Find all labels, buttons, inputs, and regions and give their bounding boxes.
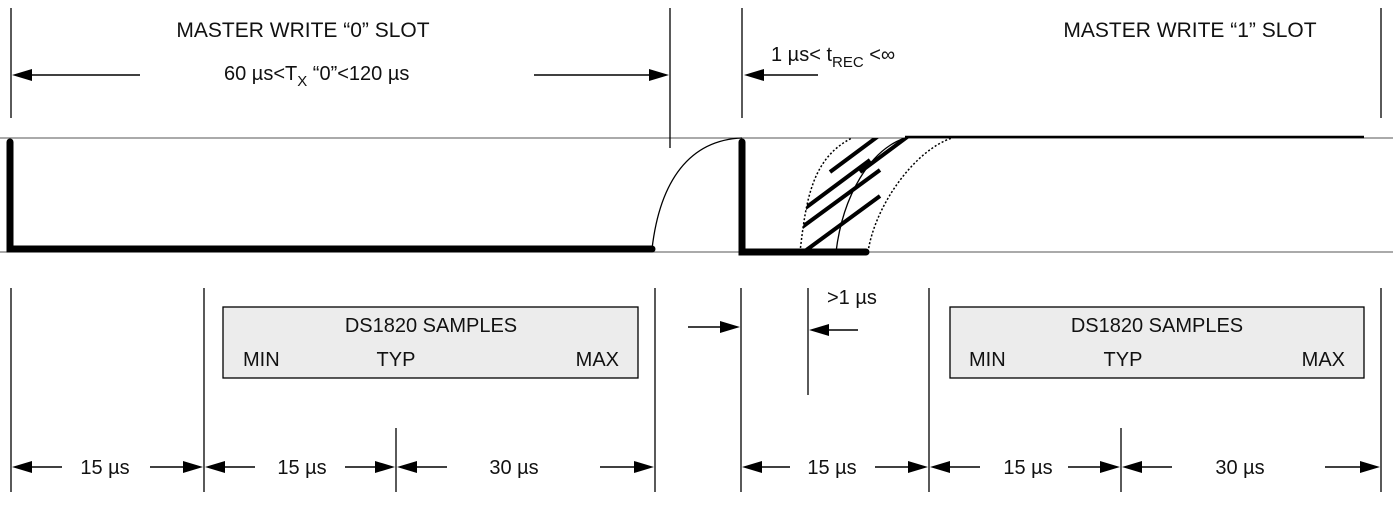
timing-left-2: 15 µs	[277, 457, 326, 479]
samples-min-left: MIN	[243, 349, 280, 371]
samples-max-left: MAX	[576, 349, 619, 371]
timing-row-right: 15 µs 15 µs 30 µs	[742, 457, 1380, 479]
trec-arrow	[744, 69, 818, 81]
samples-box-right: DS1820 SAMPLES MIN TYP MAX	[949, 306, 1365, 379]
timing-left-1: 15 µs	[80, 457, 129, 479]
gt1-arrow	[809, 324, 858, 336]
samples-title-right: DS1820 SAMPLES	[1071, 315, 1243, 337]
write0-waveform	[6, 138, 656, 253]
samples-title-left: DS1820 SAMPLES	[345, 315, 517, 337]
timing-row-left: 15 µs 15 µs 30 µs	[12, 457, 654, 479]
release-uncertainty-region	[799, 137, 953, 253]
samples-max-right: MAX	[1302, 349, 1345, 371]
samples-min-right: MIN	[969, 349, 1006, 371]
samples-box-left: DS1820 SAMPLES MIN TYP MAX	[222, 306, 639, 379]
timing-right-1: 15 µs	[807, 457, 856, 479]
samples-typ-right: TYP	[1104, 349, 1143, 371]
samples-typ-left: TYP	[377, 349, 416, 371]
timing-right-2: 15 µs	[1003, 457, 1052, 479]
write0-recovery-curve	[651, 137, 743, 250]
gap-arrow	[688, 321, 740, 333]
write0-slot-title: MASTER WRITE “0” SLOT	[176, 19, 429, 42]
trec-range-label: 1 µs< tREC <∞	[771, 44, 895, 71]
tx-range-label: 60 µs<TX “0”<120 µs	[224, 63, 409, 90]
timing-right-3: 30 µs	[1215, 457, 1264, 479]
timing-left-3: 30 µs	[489, 457, 538, 479]
tx-duration-arrows	[12, 69, 669, 81]
write1-slot-title: MASTER WRITE “1” SLOT	[1063, 19, 1316, 42]
gt1-label: >1 µs	[827, 287, 877, 309]
write1-waveform	[738, 138, 870, 256]
